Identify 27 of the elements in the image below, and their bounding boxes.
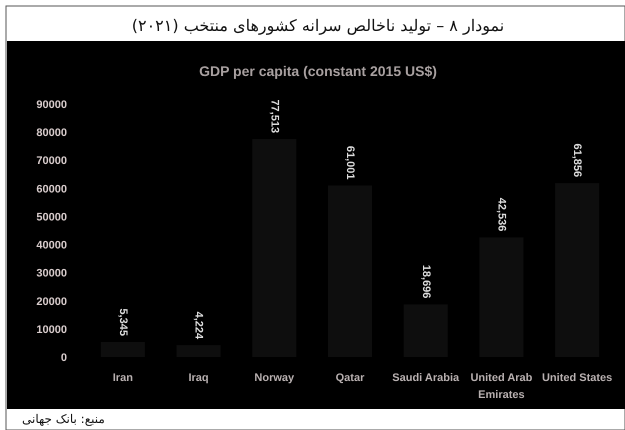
y-tick-label: 70000 [36, 155, 67, 168]
x-tick-label: Norway [254, 372, 296, 384]
x-tick-label: Saudi Arabia [392, 372, 460, 384]
data-label: 61,001 [344, 146, 356, 180]
y-tick-label: 40000 [36, 240, 67, 252]
x-tick-label: United Arab Emirates [470, 372, 533, 401]
text: منبع: بانک جهانی [22, 412, 105, 426]
y-tick-label: 80000 [36, 127, 67, 140]
y-tick-label: 30000 [36, 268, 67, 280]
y-tick-label: 60000 [36, 183, 67, 196]
chart-subtitle: GDP per capita (constant 2015 US$) [199, 63, 437, 79]
y-tick-label: 10000 [36, 324, 67, 336]
x-tick-label: Iran [112, 372, 134, 384]
data-label: 18,696 [420, 264, 432, 298]
data-label: 61,856 [571, 143, 584, 178]
data-label: 77,513 [268, 99, 280, 134]
data-label: 4,224 [192, 312, 205, 340]
x-tick-label: United States [542, 372, 612, 384]
y-tick-label: 20000 [36, 296, 67, 308]
x-tick-label: Iraq [188, 372, 209, 384]
data-label: 5,345 [116, 308, 129, 336]
y-tick-label: 90000 [36, 99, 67, 111]
data-label: 42,536 [496, 198, 508, 232]
y-tick-label: 50000 [36, 211, 67, 224]
chart-title: نمودار ۸ – تولید ناخالص سرانه کشورهای منتخب (۲۰۲۱) [132, 16, 504, 35]
y-tick-label: 0 [60, 352, 67, 364]
x-tick-label: Qatar [336, 372, 366, 384]
